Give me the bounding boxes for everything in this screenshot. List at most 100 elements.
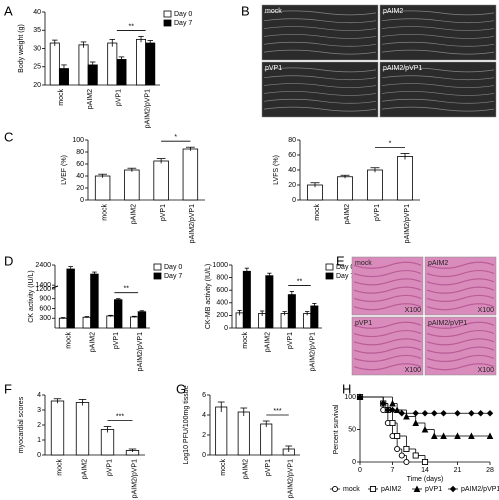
image-label: pAIM2 bbox=[383, 8, 403, 15]
x-tick-label: mock bbox=[314, 204, 321, 221]
image-texture bbox=[353, 321, 422, 329]
legend-swatch bbox=[153, 272, 162, 280]
marker bbox=[384, 406, 392, 414]
image-texture bbox=[353, 261, 422, 269]
bar bbox=[367, 169, 383, 201]
image-texture bbox=[381, 106, 495, 112]
bar bbox=[215, 406, 228, 456]
panel-label: C bbox=[4, 129, 13, 144]
image-texture bbox=[263, 10, 377, 16]
image-texture bbox=[263, 18, 377, 24]
legend-label: Day 7 bbox=[164, 273, 182, 280]
x-tick-label: 0 bbox=[358, 467, 362, 474]
image-texture bbox=[381, 18, 495, 24]
significance-label: * bbox=[389, 140, 392, 147]
x-tick-label: 28 bbox=[486, 467, 494, 474]
bar bbox=[94, 175, 111, 201]
marker bbox=[421, 458, 429, 466]
bar bbox=[113, 299, 123, 329]
y-tick-label: 4 bbox=[202, 412, 206, 419]
image-texture bbox=[263, 75, 377, 81]
marker bbox=[403, 412, 410, 420]
image-texture bbox=[426, 321, 495, 329]
y-tick-label: 400 bbox=[216, 300, 228, 307]
x-tick-label: pAIM2/pVP1 bbox=[288, 459, 295, 498]
bar bbox=[66, 268, 75, 329]
image-texture bbox=[353, 286, 422, 294]
legend-label: mock bbox=[343, 486, 360, 493]
marker bbox=[440, 432, 447, 440]
bar bbox=[260, 423, 273, 456]
bar bbox=[82, 316, 92, 329]
bar bbox=[310, 305, 319, 329]
legend-label: Day 0 bbox=[164, 264, 182, 271]
y-tick-label: 600 bbox=[216, 287, 228, 294]
significance-label: *** bbox=[116, 413, 124, 420]
marker bbox=[486, 432, 494, 440]
y-tick-label: 1 bbox=[37, 437, 41, 444]
y-tick-label: 2 bbox=[37, 422, 41, 429]
x-tick-label: mock bbox=[66, 332, 73, 349]
y-tick-label: 0 bbox=[352, 459, 356, 466]
x-tick-label: pVP1 bbox=[106, 459, 113, 476]
bar bbox=[337, 176, 353, 201]
image-texture bbox=[426, 346, 495, 354]
significance-label: ** bbox=[129, 23, 135, 30]
panel-label: D bbox=[4, 253, 13, 268]
x-tick-label: pVP1 bbox=[374, 204, 381, 221]
image bbox=[261, 61, 379, 118]
legend-swatch bbox=[325, 263, 334, 271]
marker bbox=[421, 425, 429, 433]
y-tick-label: 1000 bbox=[212, 262, 228, 269]
x-tick-label: mock bbox=[242, 332, 249, 349]
x-tick-label: mock bbox=[220, 459, 227, 476]
marker bbox=[394, 432, 401, 440]
image-texture bbox=[381, 67, 495, 73]
y-tick-label: 40 bbox=[33, 9, 41, 16]
x-tick-label: pVP1 bbox=[287, 332, 294, 349]
image-label: pVP1 bbox=[265, 65, 282, 72]
significance-label: *** bbox=[273, 408, 281, 415]
y-axis-label: Log10 PFU/100mg tissue bbox=[183, 385, 190, 464]
image-texture bbox=[353, 278, 422, 286]
panel-label: B bbox=[241, 3, 250, 18]
legend-swatch bbox=[163, 10, 172, 18]
y-tick-label: 35 bbox=[33, 27, 41, 34]
image-label: mock bbox=[265, 8, 282, 15]
bar bbox=[100, 429, 115, 456]
image-texture bbox=[353, 329, 422, 338]
marker bbox=[398, 410, 406, 417]
legend-marker bbox=[331, 486, 339, 492]
bar bbox=[75, 402, 90, 456]
image-texture bbox=[426, 261, 495, 269]
marker bbox=[389, 399, 396, 407]
x-tick-label: pAIM2/pVP1 bbox=[144, 89, 151, 128]
image-texture bbox=[381, 75, 495, 81]
x-tick-label: pAIM2 bbox=[131, 204, 138, 224]
image-texture bbox=[353, 294, 422, 303]
y-tick-label: 0 bbox=[80, 197, 84, 204]
image-texture bbox=[426, 278, 495, 286]
bar bbox=[124, 169, 140, 201]
marker bbox=[430, 432, 438, 440]
y-axis-label: Body weight (g) bbox=[18, 24, 25, 73]
x-tick-label: 21 bbox=[454, 467, 462, 474]
image-texture bbox=[381, 26, 495, 31]
x-tick-label: pAIM2/pVP1 bbox=[131, 459, 138, 498]
x-tick-label: pAIM2/pVP1 bbox=[404, 204, 411, 243]
x-tick-label: 7 bbox=[391, 467, 395, 474]
bar bbox=[242, 270, 251, 329]
y-tick-label: 800 bbox=[216, 274, 228, 281]
x-tick-label: pAIM2 bbox=[81, 459, 88, 479]
axis-break-mark bbox=[51, 285, 59, 289]
image bbox=[351, 316, 424, 376]
x-tick-label: mock bbox=[101, 204, 108, 221]
image-texture bbox=[353, 346, 422, 354]
image-texture bbox=[263, 91, 377, 96]
image-texture bbox=[353, 363, 422, 371]
image-texture bbox=[426, 363, 495, 371]
legend-swatch bbox=[325, 272, 334, 280]
y-tick-label: 80 bbox=[76, 149, 84, 156]
legend-marker bbox=[413, 485, 421, 493]
